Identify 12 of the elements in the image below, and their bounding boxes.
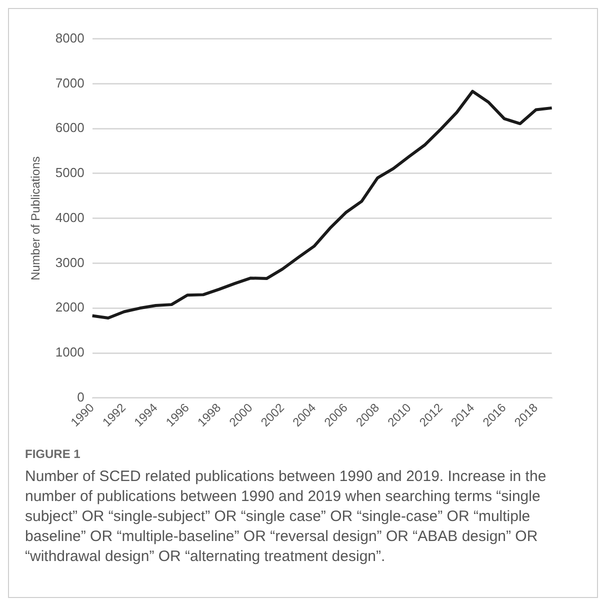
y-tick-label: 0 bbox=[77, 390, 84, 405]
y-axis-title: Number of Publications bbox=[28, 156, 43, 280]
y-tick-label: 4000 bbox=[55, 210, 84, 225]
y-tick-label: 5000 bbox=[55, 165, 84, 180]
text: Number of SCED related publications between 1990 and 2019. Increase in the number of publications between 1990 and 2019 when searching terms “single subject” OR “single-subject” OR “single case” OR “single-case” OR “multiple baseline” OR “multiple-baseline” OR “reversal design” OR “ABAB design” OR “withdrawal design” OR “alternating treatment design”. bbox=[25, 467, 548, 567]
caption: FIGURE 1 bbox=[25, 447, 82, 461]
y-tick-label: 3000 bbox=[55, 254, 84, 270]
y-tick-label: 7000 bbox=[55, 75, 84, 90]
y-tick-label: 8000 bbox=[55, 30, 84, 46]
y-tick-label: 1000 bbox=[55, 344, 84, 360]
y-tick-label: 2000 bbox=[55, 300, 84, 315]
y-tick-label: 6000 bbox=[55, 120, 84, 136]
